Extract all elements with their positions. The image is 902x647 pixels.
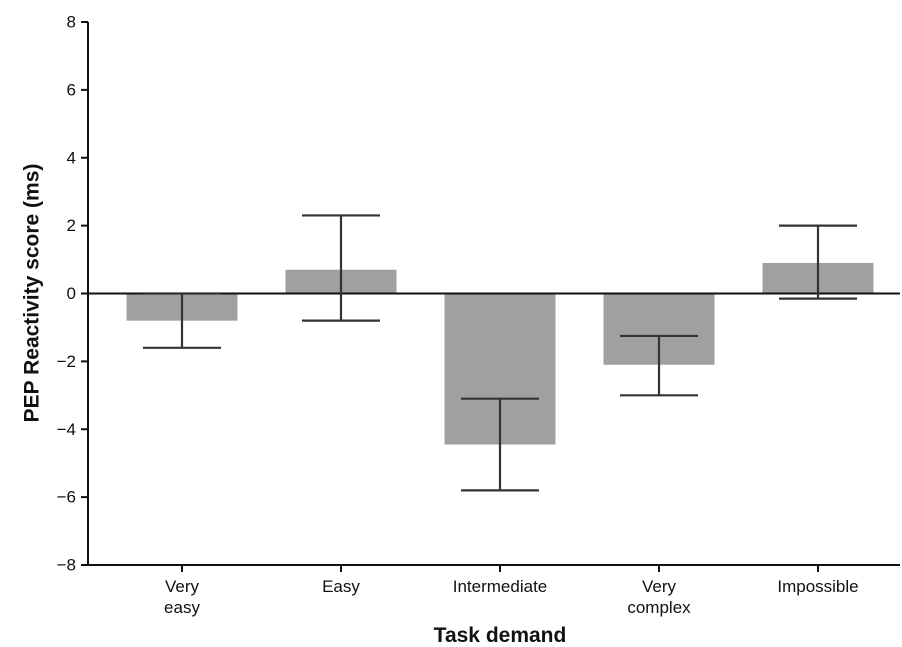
y-axis: −8 −6 −4 −2 0 2 4 6 8 — [57, 13, 89, 575]
x-tick-label-3: Very complex — [627, 577, 691, 617]
y-tick-label-5: 2 — [67, 216, 76, 235]
x-tick-label-2: Intermediate — [453, 577, 548, 596]
y-tick-label-8: 8 — [67, 13, 76, 32]
error-bars-group — [143, 214, 857, 492]
y-tick-label-3: −2 — [57, 352, 76, 371]
y-axis-title: PEP Reactivity score (ms) — [21, 164, 44, 423]
x-tick-label-4: Impossible — [777, 577, 858, 596]
y-tick-label-7: 6 — [67, 80, 76, 99]
x-tick-label-1: Easy — [322, 577, 360, 596]
y-tick-label-4: 0 — [67, 284, 76, 303]
x-axis-title: Task demand — [434, 624, 567, 647]
y-tick-label-6: 4 — [67, 148, 76, 167]
x-axis: Very easy Easy Intermediate Very complex Impos… — [88, 564, 900, 617]
x-tick-label-0: Very easy — [164, 577, 200, 617]
y-tick-label-1: −6 — [57, 488, 76, 507]
y-tick-label-2: −4 — [57, 420, 76, 439]
y-tick-label-0: −8 — [57, 556, 76, 575]
